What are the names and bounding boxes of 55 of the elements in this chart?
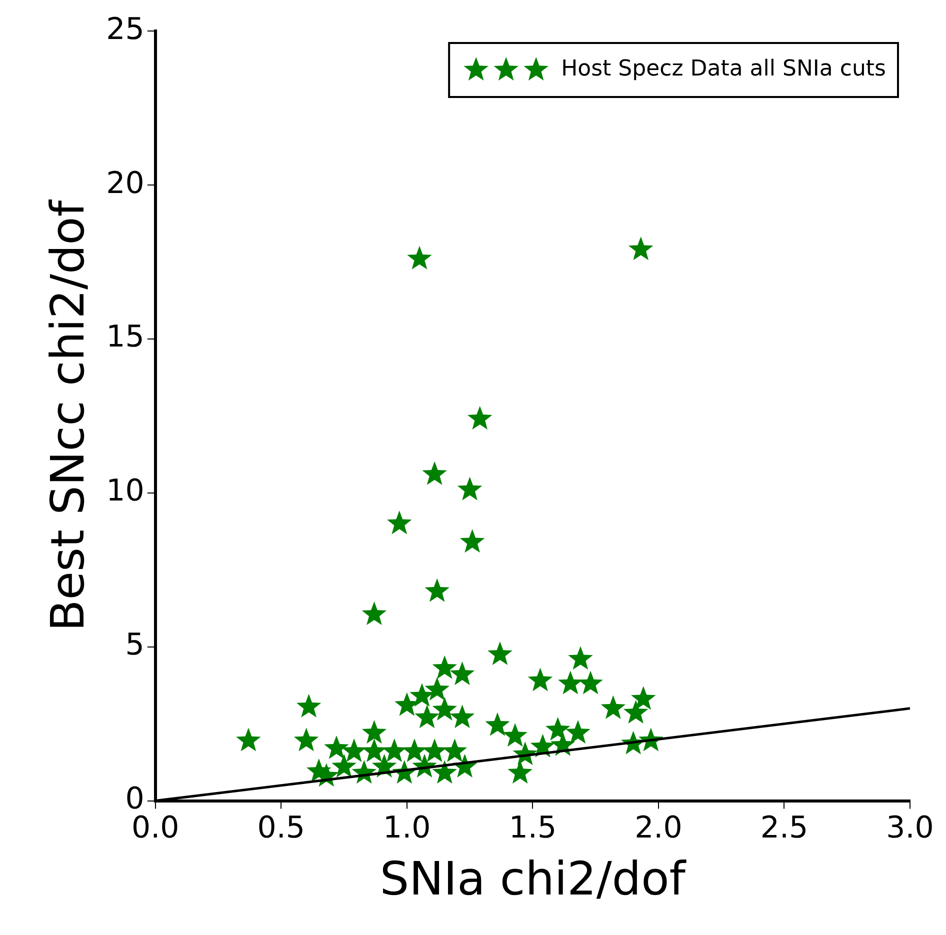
point (545, 716, 570, 740)
point (558, 670, 583, 694)
point (362, 602, 387, 626)
point (424, 578, 450, 602)
point (382, 738, 407, 762)
point (502, 723, 528, 747)
point (342, 738, 366, 762)
point (628, 236, 654, 260)
x-tick-label: 3.0 (886, 810, 934, 846)
y-tick-label: 15 (106, 320, 144, 355)
point (362, 738, 387, 762)
point (432, 760, 458, 784)
y-tick-label: 25 (106, 12, 144, 47)
x-axis-title: SNIa chi2/dof (380, 851, 688, 906)
point (528, 668, 553, 692)
point (460, 529, 485, 553)
y-tick-label: 5 (125, 628, 144, 663)
x-tick-label: 0.0 (132, 810, 180, 846)
point (457, 476, 482, 500)
point (324, 735, 349, 759)
point (422, 738, 447, 762)
point (407, 246, 432, 270)
y-axis-title: Best SNcc chi2/dof (40, 198, 95, 632)
point (450, 662, 475, 686)
point (387, 510, 412, 534)
x-tick-label: 0.5 (257, 810, 306, 846)
point (432, 655, 458, 679)
point (600, 695, 626, 719)
point (566, 720, 590, 744)
point (414, 704, 440, 728)
x-tick-label: 1.5 (508, 810, 557, 846)
y-tick-label: 20 (106, 166, 144, 201)
point (424, 676, 450, 700)
x-tick-label: 1.0 (383, 810, 431, 846)
point (568, 646, 593, 670)
point (332, 754, 356, 778)
point (623, 700, 648, 724)
point (422, 461, 447, 485)
x-tick-label: 2.5 (760, 810, 808, 846)
y-tick-label: 10 (106, 474, 144, 509)
point (402, 738, 427, 762)
point (468, 406, 492, 430)
point (631, 686, 656, 710)
point (362, 720, 387, 744)
point (485, 712, 510, 736)
point (296, 694, 322, 718)
point (450, 704, 475, 728)
point (578, 670, 603, 694)
point (236, 728, 261, 752)
point (442, 738, 468, 762)
point (432, 696, 458, 720)
legend-label: Host Specz Data all SNIa cuts (561, 56, 886, 82)
point (488, 642, 512, 666)
x-tick-label: 2.0 (634, 810, 682, 846)
point (294, 728, 319, 752)
